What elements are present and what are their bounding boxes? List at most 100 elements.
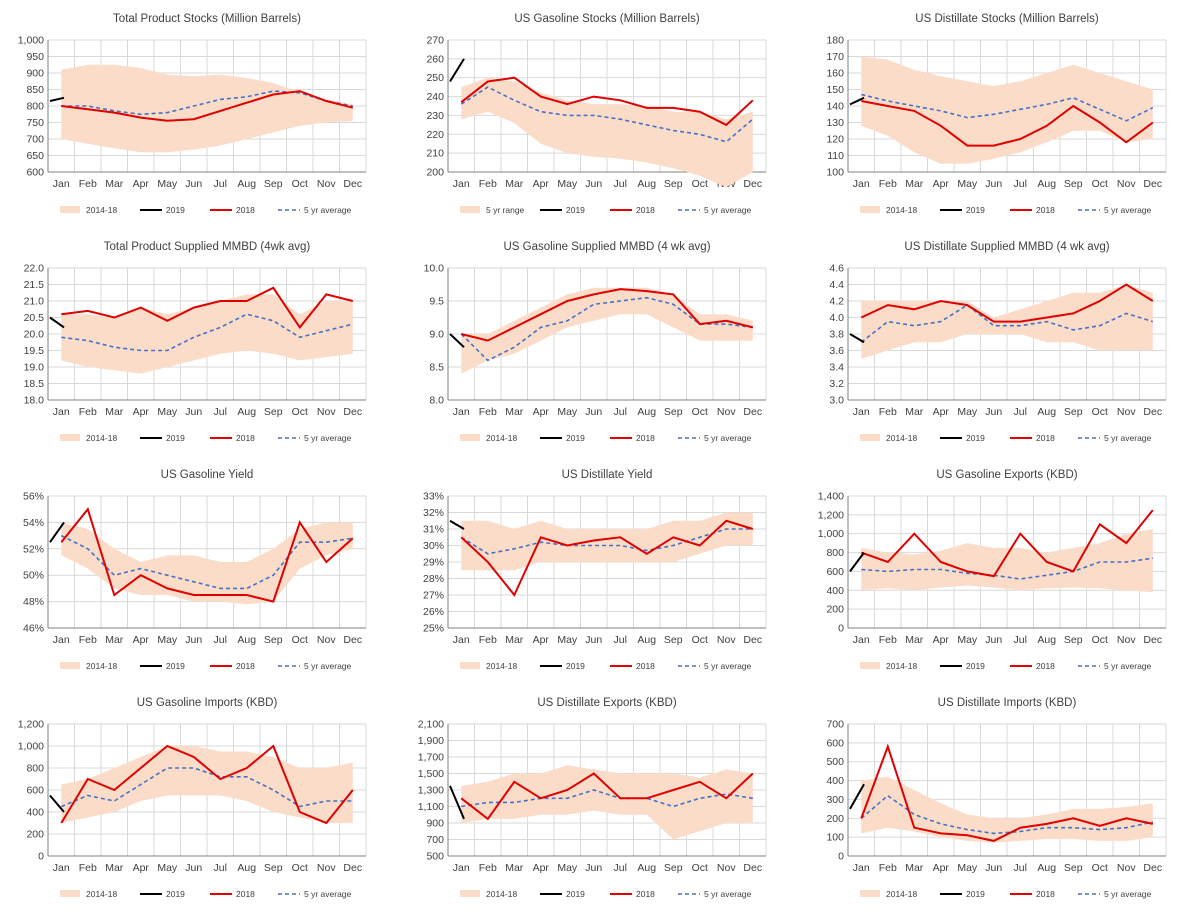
- y-tick-label: 800: [26, 101, 44, 113]
- x-tick-label: Jul: [614, 634, 627, 646]
- x-tick-label: Feb: [79, 178, 97, 190]
- x-tick-label: Aug: [1037, 862, 1056, 874]
- chart-title: US Distillate Yield: [562, 469, 653, 481]
- x-tick-label: May: [157, 634, 178, 646]
- legend-label: 2019: [966, 433, 985, 443]
- y-tick-label: 100: [826, 832, 844, 844]
- x-tick-label: Jun: [185, 178, 202, 190]
- y-tick-label: 130: [826, 117, 844, 129]
- x-tick-label: Dec: [1143, 406, 1162, 418]
- y-tick-label: 19.5: [24, 345, 45, 357]
- chart-panel: Total Product Supplied MMBD (4wk avg) 18.…: [0, 228, 400, 456]
- x-tick-label: Feb: [479, 178, 497, 190]
- legend-swatch-band: [60, 434, 80, 441]
- y-tick-label: 270: [426, 35, 444, 47]
- y-tick-label: 500: [426, 851, 444, 863]
- x-tick-label: Aug: [637, 406, 656, 418]
- x-tick-label: Sep: [664, 862, 683, 874]
- legend-label: 2018: [1036, 661, 1055, 671]
- legend-label: 2014-18: [86, 889, 117, 899]
- y-tick-label: 800: [26, 763, 44, 775]
- legend-label: 5 yr average: [1104, 661, 1152, 671]
- legend-swatch-band: [60, 206, 80, 213]
- x-tick-label: Apr: [933, 634, 950, 646]
- range-band: [861, 529, 1153, 593]
- series-2018: [61, 90, 354, 122]
- legend-label: 5 yr average: [304, 433, 352, 443]
- x-tick-label: Mar: [105, 634, 124, 646]
- x-tick-label: Feb: [879, 862, 897, 874]
- y-tick-label: 1,200: [818, 509, 844, 521]
- series-5yr-average: [460, 86, 754, 143]
- chart-svg: US Gasoline Stocks (Million Barrels) 200 2…: [426, 13, 767, 215]
- series-2018: [61, 286, 354, 330]
- legend-label: 2019: [566, 433, 585, 443]
- x-tick-label: Dec: [1143, 634, 1162, 646]
- y-tick-label: 600: [26, 167, 44, 179]
- y-tick-label: 400: [826, 585, 844, 597]
- x-tick-label: Jan: [453, 178, 470, 190]
- series-2019: [449, 58, 465, 83]
- legend-label: 2018: [236, 661, 255, 671]
- chart-panel: US Distillate Supplied MMBD (4 wk avg) 3.…: [800, 228, 1200, 456]
- y-tick-label: 700: [826, 719, 844, 731]
- legend-label: 5 yr average: [304, 889, 352, 899]
- y-tick-label: 220: [426, 129, 444, 141]
- x-tick-label: Dec: [1143, 862, 1162, 874]
- x-tick-label: Jun: [185, 862, 202, 874]
- x-tick-label: Jul: [1014, 862, 1027, 874]
- x-tick-label: Jan: [53, 634, 70, 646]
- series-5yr-average: [61, 90, 353, 116]
- x-tick-label: Jun: [985, 862, 1002, 874]
- y-tick-label: 22.0: [24, 263, 45, 275]
- legend-label: 2014-18: [886, 889, 917, 899]
- x-tick-label: Sep: [1064, 634, 1083, 646]
- x-tick-label: Mar: [505, 634, 524, 646]
- x-tick-label: Feb: [879, 178, 897, 190]
- x-tick-label: Nov: [1117, 178, 1136, 190]
- y-tick-label: 18.0: [24, 395, 45, 407]
- series-2018: [861, 100, 1154, 147]
- y-tick-label: 50%: [23, 570, 44, 582]
- y-tick-label: 700: [26, 134, 44, 146]
- x-tick-label: Nov: [1117, 634, 1136, 646]
- y-tick-label: 120: [826, 134, 844, 146]
- x-tick-label: Aug: [237, 406, 256, 418]
- x-tick-label: Jan: [853, 178, 870, 190]
- x-tick-label: Nov: [1117, 862, 1136, 874]
- y-tick-label: 46%: [23, 623, 44, 635]
- y-tick-label: 21.0: [24, 296, 45, 308]
- legend-swatch-band: [460, 434, 480, 441]
- x-tick-label: Feb: [479, 862, 497, 874]
- chart-title: Total Product Supplied MMBD (4wk avg): [104, 241, 311, 253]
- x-tick-label: Feb: [79, 862, 97, 874]
- x-tick-label: Jul: [614, 862, 627, 874]
- x-tick-label: Jun: [585, 862, 602, 874]
- legend-label: 2014-18: [86, 433, 117, 443]
- x-tick-label: May: [557, 406, 578, 418]
- x-tick-label: May: [157, 406, 178, 418]
- chart-panel: Total Product Stocks (Million Barrels) 60…: [0, 0, 400, 228]
- y-tick-label: 29%: [423, 557, 444, 569]
- y-tick-label: 260: [426, 53, 444, 65]
- x-tick-label: Mar: [905, 634, 924, 646]
- x-tick-label: Apr: [133, 634, 150, 646]
- legend-label: 2014-18: [486, 889, 517, 899]
- x-tick-label: Dec: [343, 406, 362, 418]
- chart-title: US Gasoline Exports (KBD): [936, 469, 1077, 481]
- y-tick-label: 8.0: [429, 395, 444, 407]
- x-tick-label: Jun: [985, 406, 1002, 418]
- legend-label: 2014-18: [886, 661, 917, 671]
- y-tick-label: 32%: [423, 507, 444, 519]
- y-tick-label: 0: [838, 851, 844, 863]
- x-tick-label: Jul: [614, 178, 627, 190]
- x-tick-label: May: [557, 178, 578, 190]
- x-tick-label: Jul: [214, 178, 227, 190]
- x-tick-label: Sep: [664, 178, 683, 190]
- y-tick-label: 200: [826, 604, 844, 616]
- y-tick-label: 900: [26, 68, 44, 80]
- x-tick-label: Nov: [717, 862, 736, 874]
- legend-swatch-band: [860, 890, 880, 897]
- x-tick-label: Jan: [453, 634, 470, 646]
- x-tick-label: Nov: [317, 862, 336, 874]
